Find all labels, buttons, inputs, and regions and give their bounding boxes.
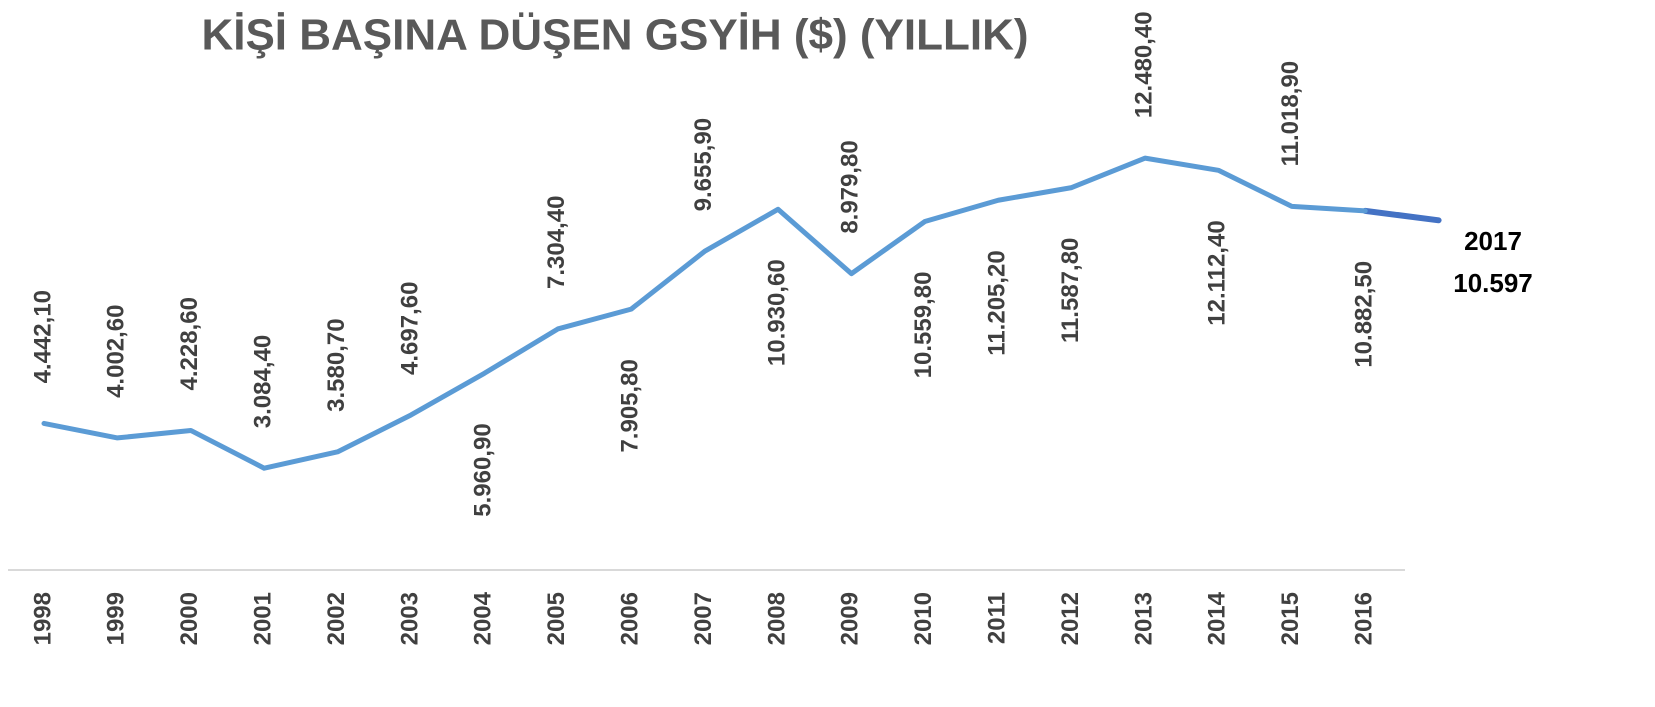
x-tick-label: 2014 — [1204, 591, 1231, 645]
x-tick-label: 2009 — [837, 592, 864, 645]
data-label: 11.018,90 — [1277, 61, 1304, 166]
chart-title: KİŞİ BAŞINA DÜŞEN GSYİH ($) (YILLIK) — [201, 11, 1028, 60]
data-label: 3.084,40 — [250, 335, 277, 428]
data-label: 7.304,40 — [543, 196, 570, 289]
x-tick-label: 2016 — [1351, 592, 1378, 645]
x-tick-label: 2003 — [396, 592, 423, 645]
data-label: 3.580,70 — [323, 318, 350, 411]
x-tick-label: 2015 — [1277, 592, 1304, 645]
x-tick-label: 2006 — [617, 592, 644, 645]
x-tick-label: 2004 — [470, 591, 497, 645]
data-label: 4.228,60 — [176, 297, 203, 390]
x-tick-label: 2011 — [984, 592, 1011, 644]
data-label: 12.480,40 — [1130, 11, 1157, 118]
x-tick-label: 2005 — [543, 592, 570, 645]
data-label: 4.442,10 — [29, 290, 56, 383]
projection-category: 2017 — [1464, 226, 1522, 256]
projection-line — [1362, 207, 1442, 224]
data-label: 4.697,60 — [396, 282, 423, 375]
data-label: 7.905,80 — [617, 359, 644, 452]
data-label: 5.960,90 — [470, 423, 497, 516]
data-label: 11.205,20 — [984, 250, 1011, 355]
data-label: 9.655,90 — [690, 118, 717, 211]
x-tick-label: 2013 — [1130, 592, 1157, 645]
data-label: 10.882,50 — [1351, 261, 1378, 368]
x-tick-label: 2008 — [763, 592, 790, 645]
x-tick-label: 2012 — [1057, 592, 1084, 645]
data-label: 10.930,60 — [763, 259, 790, 366]
data-label: 12.112,40 — [1204, 220, 1231, 325]
projection-label: 10.597 — [1453, 268, 1533, 298]
line — [41, 155, 1368, 471]
x-tick-label: 2002 — [323, 592, 350, 645]
x-tick-label: 2010 — [910, 592, 937, 645]
data-label: 11.587,80 — [1057, 238, 1084, 343]
data-label: 4.002,60 — [103, 304, 130, 397]
x-tick-label: 2000 — [176, 592, 203, 645]
x-tick-label: 1998 — [29, 592, 56, 645]
x-tick-label: 2007 — [690, 592, 717, 645]
x-tick-label: 1999 — [103, 592, 130, 645]
x-tick-label: 2001 — [250, 592, 277, 645]
data-label: 8.979,80 — [837, 140, 864, 233]
data-label: 10.559,80 — [910, 272, 937, 379]
